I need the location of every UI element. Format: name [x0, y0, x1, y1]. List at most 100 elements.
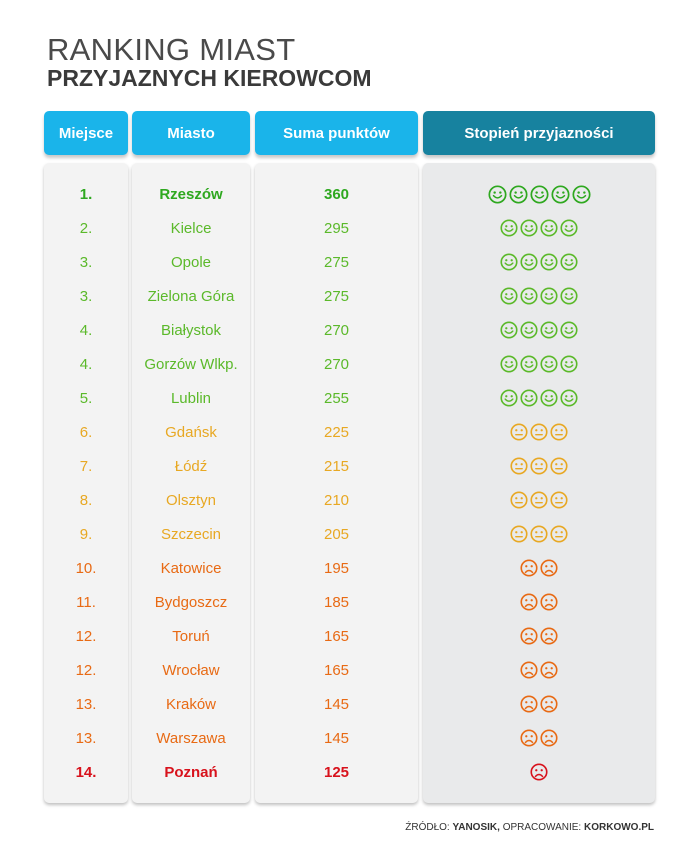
neutral-face-icon	[510, 423, 528, 441]
sad-face-icon	[540, 559, 558, 577]
sad-face-icon	[520, 729, 538, 747]
happy-face-icon	[560, 389, 578, 407]
happy-face-icon	[560, 287, 578, 305]
source-label: ŹRÓDŁO:	[405, 822, 450, 833]
points-cell: 195	[323, 559, 350, 577]
friendliness-rating	[423, 449, 655, 483]
friendliness-rating	[423, 755, 655, 789]
happy-face-icon	[520, 355, 538, 373]
rank-cell: 8.	[79, 491, 93, 509]
friendliness-rating	[423, 177, 655, 211]
rank-cell: 3.	[79, 287, 93, 305]
column-friendliness-background	[423, 163, 655, 803]
city-cell: Gdańsk	[165, 423, 217, 441]
friendliness-rating	[423, 585, 655, 619]
points-cell: 125	[323, 763, 350, 781]
city-cell: Łódź	[174, 457, 208, 475]
sad-face-icon	[520, 593, 538, 611]
neutral-face-icon	[510, 525, 528, 543]
happy-face-icon	[560, 219, 578, 237]
happy-face-icon	[508, 184, 528, 204]
happy-face-icon	[560, 253, 578, 271]
rank-cell: 4.	[79, 355, 93, 373]
prepared-by: KORKOWO.PL	[584, 822, 654, 833]
neutral-face-icon	[550, 491, 568, 509]
points-cell: 145	[323, 729, 350, 747]
points-cell: 205	[323, 525, 350, 543]
neutral-face-icon	[530, 525, 548, 543]
sad-face-icon	[520, 661, 538, 679]
points-cell: 165	[323, 627, 350, 645]
sad-face-icon	[520, 695, 538, 713]
column-rank-background	[44, 163, 128, 803]
sad-face-icon	[520, 559, 538, 577]
happy-face-icon	[540, 253, 558, 271]
neutral-face-icon	[530, 457, 548, 475]
rank-cell: 13.	[75, 695, 97, 713]
sad-face-icon	[540, 695, 558, 713]
city-cell: Katowice	[160, 559, 222, 577]
happy-face-icon	[520, 219, 538, 237]
city-cell: Gorzów Wlkp.	[144, 355, 238, 373]
friendliness-rating	[423, 721, 655, 755]
city-cell: Rzeszów	[159, 185, 223, 203]
neutral-face-icon	[510, 491, 528, 509]
rank-cell: 9.	[79, 525, 93, 543]
sad-face-icon	[520, 627, 538, 645]
friendliness-rating	[423, 415, 655, 449]
points-cell: 225	[323, 423, 350, 441]
rank-cell: 6.	[79, 423, 93, 441]
city-cell: Kielce	[170, 219, 212, 237]
happy-face-icon	[500, 389, 518, 407]
points-cell: 210	[323, 491, 350, 509]
happy-face-icon	[540, 287, 558, 305]
happy-face-icon	[550, 184, 570, 204]
happy-face-icon	[520, 253, 538, 271]
happy-face-icon	[487, 184, 507, 204]
happy-face-icon	[520, 321, 538, 339]
points-cell: 215	[323, 457, 350, 475]
prepared-label: OPRACOWANIE:	[502, 822, 582, 833]
sad-face-icon	[540, 593, 558, 611]
neutral-face-icon	[550, 457, 568, 475]
page-subtitle: PRZYJAZNYCH KIEROWCOM	[47, 65, 372, 91]
neutral-face-icon	[530, 491, 548, 509]
city-cell: Olsztyn	[165, 491, 216, 509]
rank-cell: 7.	[79, 457, 93, 475]
happy-face-icon	[520, 389, 538, 407]
happy-face-icon	[500, 321, 518, 339]
page-title: RANKING MIAST	[47, 32, 296, 67]
friendliness-rating	[423, 687, 655, 721]
happy-face-icon	[520, 287, 538, 305]
points-cell: 165	[323, 661, 350, 679]
rank-cell: 5.	[79, 389, 93, 407]
rank-cell: 12.	[75, 661, 97, 679]
points-cell: 185	[323, 593, 350, 611]
happy-face-icon	[500, 219, 518, 237]
points-cell: 270	[323, 355, 350, 373]
happy-face-icon	[540, 389, 558, 407]
rank-cell: 2.	[79, 219, 93, 237]
rank-cell: 14.	[75, 763, 97, 781]
rank-cell: 10.	[75, 559, 97, 577]
sad-face-icon	[540, 661, 558, 679]
neutral-face-icon	[550, 525, 568, 543]
city-cell: Wrocław	[162, 661, 220, 679]
friendliness-rating	[423, 279, 655, 313]
happy-face-icon	[500, 253, 518, 271]
city-cell: Szczecin	[160, 525, 222, 543]
points-cell: 360	[323, 185, 350, 203]
sad-face-icon	[540, 627, 558, 645]
city-cell: Białystok	[160, 321, 222, 339]
points-cell: 275	[323, 287, 350, 305]
points-cell: 275	[323, 253, 350, 271]
city-cell: Kraków	[165, 695, 217, 713]
friendliness-rating	[423, 381, 655, 415]
points-cell: 145	[323, 695, 350, 713]
points-cell: 270	[323, 321, 350, 339]
friendliness-rating	[423, 211, 655, 245]
city-cell: Zielona Góra	[147, 287, 235, 305]
happy-face-icon	[571, 184, 591, 204]
sad-face-icon	[530, 763, 548, 781]
city-cell: Opole	[170, 253, 212, 271]
